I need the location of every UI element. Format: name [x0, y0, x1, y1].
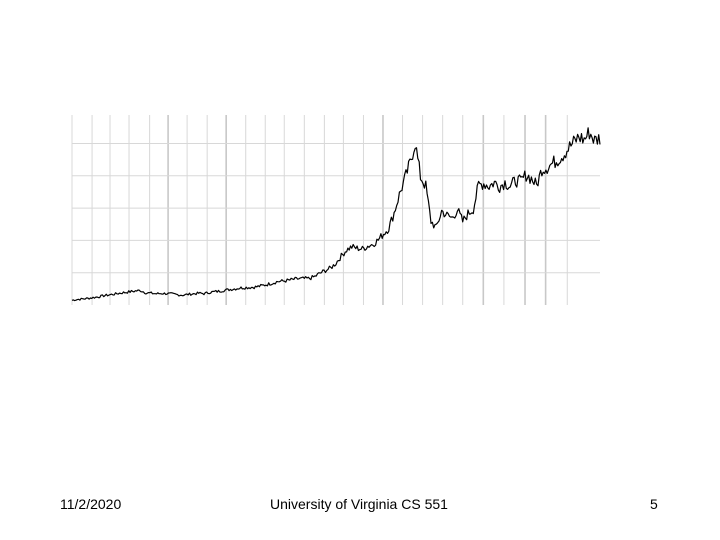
- vertical-gridlines: [71, 115, 568, 305]
- horizontal-gridlines: [72, 143, 600, 274]
- slide-date: 11/2/2020: [60, 496, 122, 512]
- slide-course-title: University of Virginia CS 551: [270, 496, 448, 512]
- price-line: [71, 127, 601, 302]
- slide-page-number: 5: [650, 496, 658, 512]
